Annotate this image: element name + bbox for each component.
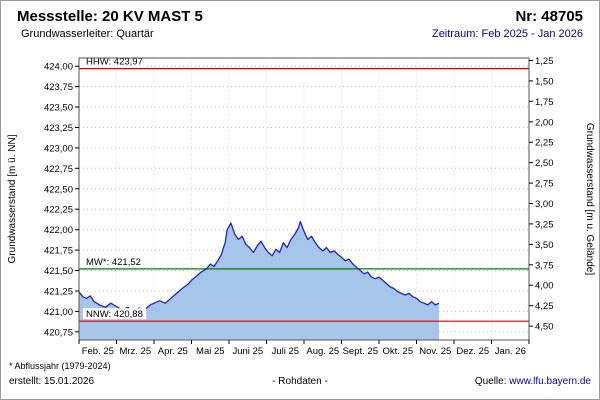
y-right-tick-label: 4,50 [535,322,554,333]
y-left-tick-label: 420,75 [44,327,73,338]
y-right-tick-label: 4,00 [535,281,554,292]
y-right-tick-label: 2,25 [535,138,554,149]
refline-label-hhw: HHW: 423,97 [86,57,143,68]
station-number: Nr: 48705 [515,8,583,25]
series-area [79,221,439,340]
x-tick-label: Apr. 25 [158,346,188,357]
x-tick-label: Aug. 25 [306,346,339,357]
x-tick-label: Feb. 25 [82,346,114,357]
source-line: Quelle: www.lfu.bayern.de [475,376,591,387]
x-tick-label: Jan. 26 [495,346,526,357]
y-left-tick-label: 422,75 [44,164,73,175]
station-title: Messstelle: 20 KV MAST 5 [17,8,203,25]
subheader-row: Grundwasserleiter: Quartär Zeitraum: Feb… [1,25,599,40]
y-left-tick-label: 422,00 [44,225,73,236]
y-left-tick-label: 421,00 [44,307,73,318]
y-left-tick-label: 423,00 [44,143,73,154]
source-label: Quelle: [474,376,507,387]
refline-label-bg [83,55,147,67]
refline-label-mw: MW*: 421,52 [86,257,141,268]
y-left-tick-label: 424,00 [44,62,73,73]
y-left-tick-label: 422,25 [44,205,73,216]
y-left-tick-label: 421,75 [44,246,73,257]
y-right-tick-label: 3,75 [535,260,554,271]
y-right-tick-label: 2,50 [535,158,554,169]
refline-label-nnw: NNW: 420,88 [86,309,143,320]
y-axis-title-right: Grundwasserstand [m u. Gelände] [584,123,595,276]
created-date: erstellt: 15.01.2026 [9,376,95,387]
y-axis-title-left: Grundwasserstand [m ü. NN] [7,134,18,263]
x-tick-label: Mai 25 [196,346,225,357]
x-tick-label: Sept. 25 [343,346,378,357]
y-left-tick-label: 421,50 [44,266,73,277]
x-tick-label: Mrz. 25 [119,346,151,357]
y-left-tick-label: 423,75 [44,82,73,93]
y-right-tick-label: 3,25 [535,219,554,230]
y-right-tick-label: 2,00 [535,117,554,128]
y-left-tick-label: 423,50 [44,103,73,114]
y-right-tick-label: 1,75 [535,97,554,108]
y-left-tick-label: 421,25 [44,287,73,298]
aquifer-label: Grundwasserleiter: Quartär [21,28,154,40]
y-right-tick-label: 1,25 [535,56,554,67]
refline-label-bg [83,308,147,320]
y-right-tick-label: 3,50 [535,240,554,251]
period-label: Zeitraum: Feb 2025 - Jan 2026 [431,28,583,40]
y-right-tick-label: 3,00 [535,199,554,210]
y-right-tick-label: 1,50 [535,76,554,87]
y-left-tick-label: 422,50 [44,184,73,195]
y-right-tick-label: 4,25 [535,301,554,312]
x-tick-label: Dez. 25 [456,346,489,357]
abflussjahr-note: * Abflussjahr (1979-2024) [9,361,111,371]
y-left-tick-label: 423,25 [44,123,73,134]
series-line [78,220,440,313]
y-right-tick-label: 2,75 [535,179,554,190]
rohdaten-label: - Rohdaten - [272,376,328,387]
x-tick-label: Juni 25 [232,346,263,357]
groundwater-level-chart: HHW: 423,97 MW*: 421,52 NNW: 420,88 424,00 4… [7,55,595,357]
x-tick-label: Okt. 25 [382,346,413,357]
x-tick-label: Juli 25 [272,346,299,357]
header-row: Messstelle: 20 KV MAST 5 Nr: 48705 [1,1,599,25]
refline-label-bg [83,255,147,267]
source-link[interactable]: www.lfu.bayern.de [509,376,591,387]
x-tick-label: Nov. 25 [419,346,451,357]
